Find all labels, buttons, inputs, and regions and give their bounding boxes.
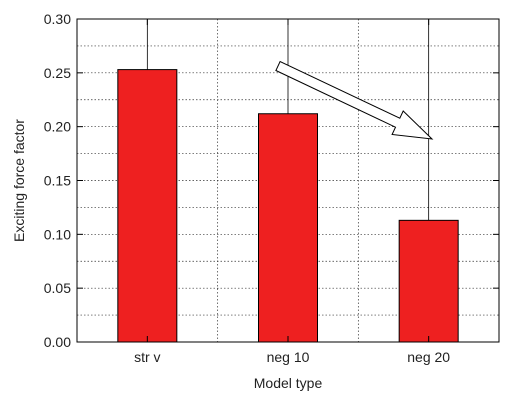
y-tick-label: 0.20 bbox=[44, 119, 71, 135]
trend-arrow bbox=[275, 60, 434, 140]
y-axis-label: Exciting force factor bbox=[11, 119, 27, 242]
x-axis-label: Model type bbox=[254, 375, 323, 391]
y-tick-label: 0.10 bbox=[44, 226, 71, 242]
y-tick-label: 0.00 bbox=[44, 334, 71, 350]
y-tick-label: 0.25 bbox=[44, 65, 71, 81]
bar-str-v bbox=[117, 69, 178, 343]
plot-frame bbox=[76, 18, 500, 343]
x-tick-label: neg 10 bbox=[267, 349, 310, 365]
y-tick-label: 0.15 bbox=[44, 173, 71, 189]
y-tick-label: 0.30 bbox=[44, 11, 71, 27]
y-tick-label: 0.05 bbox=[44, 280, 71, 296]
bar-neg-20 bbox=[398, 219, 459, 343]
x-tick-label: str v bbox=[134, 349, 160, 365]
x-tick-label: neg 20 bbox=[407, 349, 450, 365]
bar-neg-10 bbox=[258, 113, 318, 343]
bars bbox=[117, 69, 459, 343]
y-axis-ticks: 0.00 0.05 0.10 0.15 0.20 0.25 0.30 bbox=[44, 11, 499, 350]
x-axis-ticks: str v neg 10 neg 20 bbox=[134, 19, 450, 365]
